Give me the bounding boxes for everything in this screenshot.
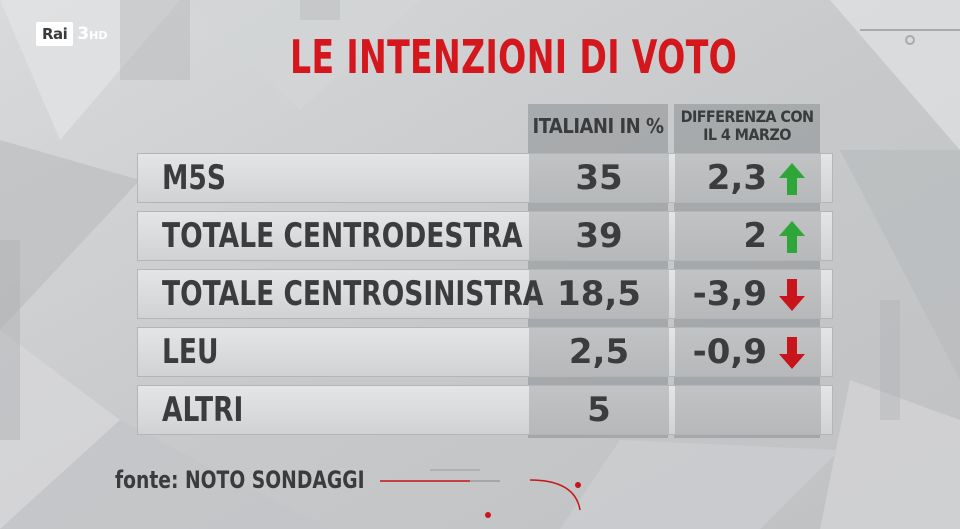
arrow-up-icon (779, 221, 805, 253)
party-label: LEU (162, 332, 219, 372)
cell-bg-pct (529, 386, 669, 434)
logo-quality: HD (89, 29, 108, 42)
source-note: fonte: NOTO SONDAGGI (115, 466, 365, 494)
column-header-diff-line1: DIFFERENZA CON (680, 107, 814, 126)
diff-value: 2 (743, 216, 767, 256)
cell-bg-diff (675, 386, 821, 434)
table-row: ALTRI 5 (137, 385, 833, 435)
page-title: LE INTENZIONI DI VOTO (290, 30, 738, 84)
table-row: LEU 2,5 -0,9 (137, 327, 833, 377)
pct-value: 2,5 (568, 332, 630, 372)
diff-value: 2,3 (706, 158, 767, 198)
logo-channel: 3HD (77, 24, 108, 44)
cell-bg-pct (529, 270, 669, 318)
table-row: TOTALE CENTRODESTRA 39 2 (137, 211, 833, 261)
pct-value: 35 (575, 158, 623, 198)
pct-value: 5 (587, 390, 611, 430)
cell-bg-pct (529, 212, 669, 260)
arrow-down-icon (779, 337, 805, 369)
party-label: M5S (162, 158, 226, 198)
column-header-diff-line2: IL 4 MARZO (703, 125, 791, 144)
diff-value: -0,9 (692, 332, 767, 372)
pct-value: 39 (575, 216, 623, 256)
logo-text: Rai (36, 22, 74, 46)
pct-value: 18,5 (557, 274, 641, 314)
column-header-diff: DIFFERENZA CON IL 4 MARZO (674, 108, 820, 144)
cell-bg-pct (529, 154, 669, 202)
channel-logo: Rai 3HD (36, 22, 108, 46)
table-row: M5S 35 2,3 (137, 153, 833, 203)
column-header-pct: ITALIANI IN % (532, 114, 664, 138)
arrow-up-icon (779, 163, 805, 195)
arrow-down-icon (779, 279, 805, 311)
party-label: TOTALE CENTROSINISTRA (162, 274, 544, 314)
cell-bg-pct (529, 328, 669, 376)
party-label: ALTRI (162, 390, 244, 430)
party-label: TOTALE CENTRODESTRA (162, 216, 523, 256)
table-row: TOTALE CENTROSINISTRA 18,5 -3,9 (137, 269, 833, 319)
diff-value: -3,9 (692, 274, 767, 314)
